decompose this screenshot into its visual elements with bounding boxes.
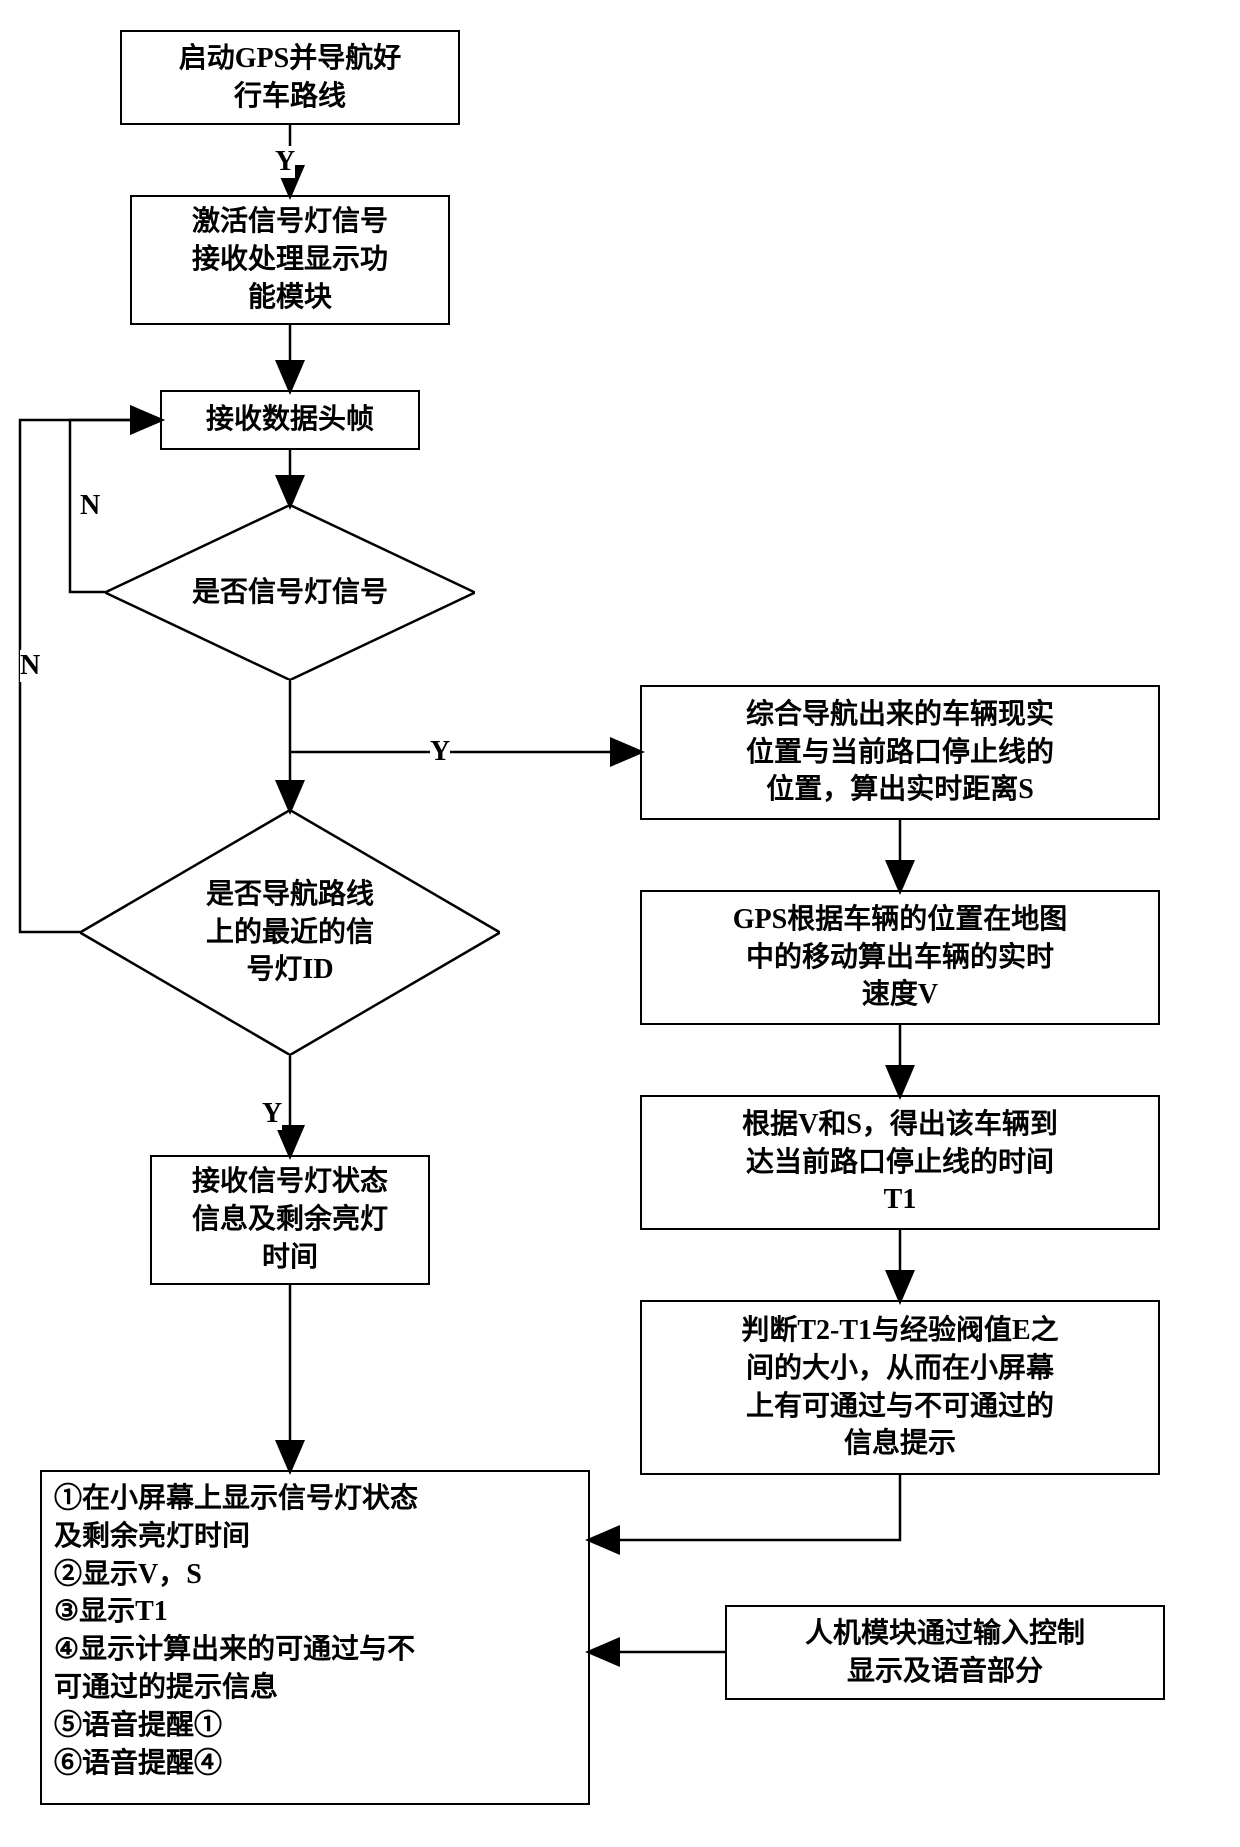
node-receive-signal-state: 接收信号灯状态 信息及剩余亮灯 时间	[150, 1155, 430, 1285]
flowchart-canvas: 启动GPS并导航好 行车路线 激活信号灯信号 接收处理显示功 能模块 接收数据头…	[0, 0, 1240, 1847]
node-text: 综合导航出来的车辆现实 位置与当前路口停止线的 位置，算出实时距离S	[746, 696, 1054, 809]
node-text: 启动GPS并导航好 行车路线	[179, 40, 401, 116]
node-text: 接收信号灯状态 信息及剩余亮灯 时间	[192, 1163, 388, 1276]
node-text: 接收数据头帧	[206, 401, 374, 439]
node-text: 激活信号灯信号 接收处理显示功 能模块	[192, 203, 388, 316]
node-text: 是否信号灯信号	[105, 505, 475, 680]
node-display-outputs: ①在小屏幕上显示信号灯状态 及剩余亮灯时间 ②显示V，S ③显示T1 ④显示计算…	[40, 1470, 590, 1805]
node-text: 人机模块通过输入控制 显示及语音部分	[805, 1615, 1085, 1691]
decision-nearest-signal-id: 是否导航路线 上的最近的信 号灯ID	[80, 810, 500, 1055]
node-calc-distance-s: 综合导航出来的车辆现实 位置与当前路口停止线的 位置，算出实时距离S	[640, 685, 1160, 820]
edge-label-y-3: Y	[262, 1098, 282, 1130]
node-text: 根据V和S，得出该车辆到 达当前路口停止线的时间 T1	[742, 1106, 1058, 1219]
node-start-gps: 启动GPS并导航好 行车路线	[120, 30, 460, 125]
node-text: 是否导航路线 上的最近的信 号灯ID	[80, 810, 500, 1055]
node-text: GPS根据车辆的位置在地图 中的移动算出车辆的实时 速度V	[733, 901, 1067, 1014]
node-hmi-module: 人机模块通过输入控制 显示及语音部分	[725, 1605, 1165, 1700]
edge-label-y-1: Y	[275, 146, 295, 178]
node-calc-time-t1: 根据V和S，得出该车辆到 达当前路口停止线的时间 T1	[640, 1095, 1160, 1230]
node-receive-header: 接收数据头帧	[160, 390, 420, 450]
node-activate-module: 激活信号灯信号 接收处理显示功 能模块	[130, 195, 450, 325]
decision-is-signal: 是否信号灯信号	[105, 505, 475, 680]
node-calc-speed-v: GPS根据车辆的位置在地图 中的移动算出车辆的实时 速度V	[640, 890, 1160, 1025]
edge-label-n-2: N	[20, 650, 40, 682]
edge-label-y-2: Y	[430, 736, 450, 768]
node-text: 判断T2-T1与经验阀值E之 间的大小，从而在小屏幕 上有可通过与不可通过的 信…	[741, 1312, 1058, 1463]
edge-label-n-1: N	[80, 490, 100, 522]
node-compare-threshold: 判断T2-T1与经验阀值E之 间的大小，从而在小屏幕 上有可通过与不可通过的 信…	[640, 1300, 1160, 1475]
node-text: ①在小屏幕上显示信号灯状态 及剩余亮灯时间 ②显示V，S ③显示T1 ④显示计算…	[54, 1480, 418, 1782]
